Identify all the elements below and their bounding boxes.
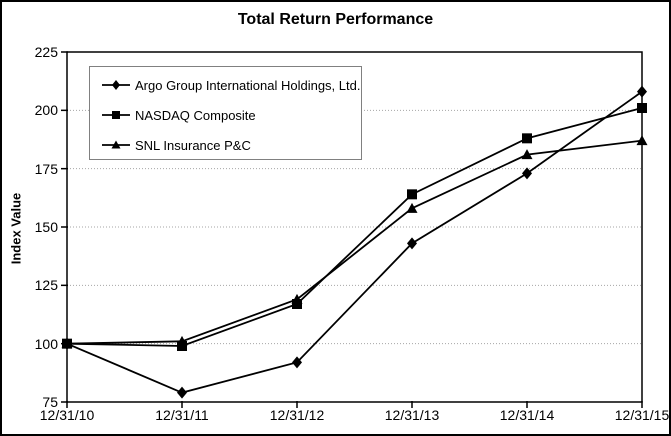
legend-label: SNL Insurance P&C [135, 137, 251, 153]
legend-sample-marker [112, 80, 120, 90]
chart-title: Total Return Performance [237, 11, 434, 28]
legend: Argo Group International Holdings, Ltd. N… [89, 66, 362, 160]
legend-sample-marker [111, 140, 121, 149]
data-point-diamond [407, 237, 417, 250]
x-tick-label: 12/31/10 [39, 407, 95, 423]
y-tick-label: 100 [34, 335, 58, 352]
data-point-triangle [636, 135, 648, 146]
legend-sample-marker [112, 111, 120, 119]
series-line-2 [66, 107, 643, 347]
data-point-diamond [292, 356, 302, 369]
data-point-triangle [291, 293, 303, 304]
x-tick-label: 12/31/12 [269, 407, 325, 423]
legend-item: Argo Group International Holdings, Ltd. [102, 70, 361, 100]
triangle-marker-sample-icon [102, 140, 130, 149]
legend-item: NASDAQ Composite [102, 100, 361, 130]
x-tick-label: 12/31/13 [384, 407, 440, 423]
diamond-marker-sample-icon [102, 80, 130, 90]
x-tick-label: 12/31/15 [614, 407, 670, 423]
data-point-square [522, 133, 532, 144]
data-point-triangle [406, 202, 418, 213]
legend-label: NASDAQ Composite [135, 107, 256, 123]
x-tick-label: 12/31/11 [155, 407, 209, 423]
square-marker-sample-icon [102, 111, 130, 119]
y-tick-label: 175 [34, 160, 58, 177]
y-tick-label: 125 [34, 277, 58, 294]
data-point-square [177, 341, 187, 351]
series-line-3 [66, 139, 643, 345]
x-tick-label: 12/31/14 [499, 407, 555, 423]
data-point-triangle [61, 338, 73, 349]
legend-item: SNL Insurance P&C [102, 130, 361, 160]
data-point-diamond [522, 167, 532, 180]
y-tick-label: 200 [34, 102, 58, 119]
data-point-square [637, 103, 647, 113]
data-point-diamond [177, 386, 187, 399]
y-tick-label: 75 [42, 394, 58, 410]
y-tick-label: 225 [34, 44, 58, 60]
data-point-square [407, 189, 417, 200]
data-point-triangle [521, 149, 533, 160]
data-point-square [292, 299, 302, 309]
legend-label: Argo Group International Holdings, Ltd. [135, 77, 361, 93]
plot-area [61, 51, 648, 408]
y-tick-label: 150 [34, 219, 58, 235]
data-point-triangle [176, 335, 188, 346]
data-point-diamond [637, 85, 647, 98]
series-line-1 [66, 90, 643, 394]
